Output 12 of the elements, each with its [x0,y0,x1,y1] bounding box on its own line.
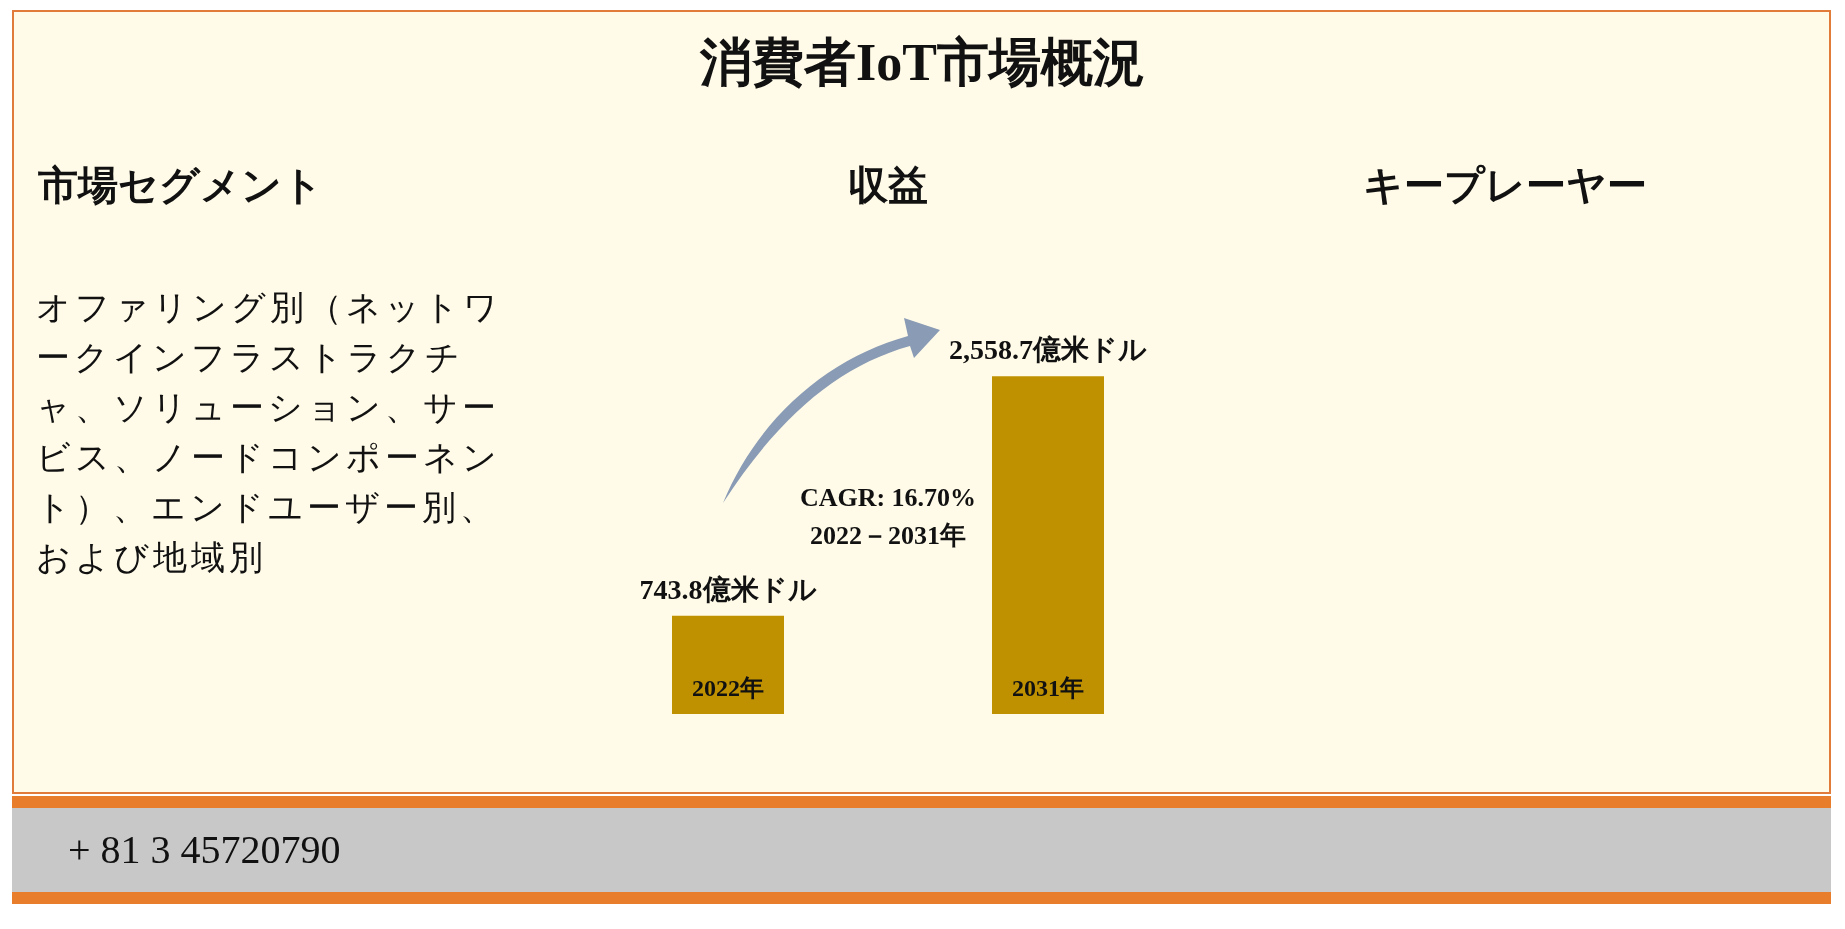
text: 市場セグメント [38,162,323,210]
x-tick-label: 2022年 [692,675,764,702]
text: オファリング別（ネットワークインフラストラクチャ、ソリューション、サービス、ノードコンポーネント）、エンドユーザー別、および地域別 [36,288,503,578]
x-tick-label: 2031年 [1012,675,1084,702]
text: キープレーヤー [1363,162,1647,210]
data-label: 2,558.7億米ドル [949,334,1147,366]
annotation: CAGR: 16.70% [798,483,978,513]
annotation: 2022－2031年 [809,520,967,552]
text: + 81 3 45720790 [68,826,341,873]
data-label: 743.8億米ドル [639,574,817,606]
text: 収益 [847,162,929,210]
chart-title: 消費者IoT市場概況 [699,33,1146,93]
